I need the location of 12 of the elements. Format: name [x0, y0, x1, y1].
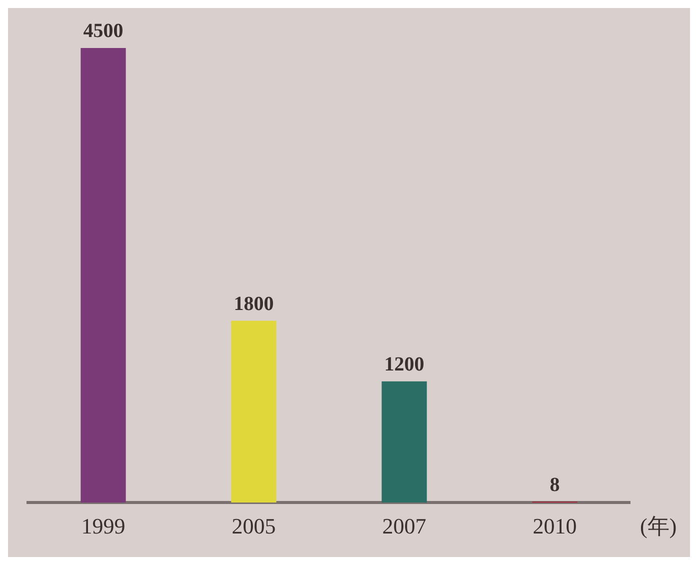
x-tick-label: 2007	[382, 514, 426, 539]
x-tick-label: 2005	[232, 514, 276, 539]
bar	[382, 381, 427, 503]
bar	[231, 320, 276, 503]
data-label: 8	[550, 474, 560, 496]
x-axis-title: (年)	[640, 513, 677, 538]
x-tick-label: 2010	[532, 514, 577, 539]
data-label: 1800	[234, 292, 274, 315]
x-tick-label: 1999	[81, 514, 126, 539]
data-label: 1200	[384, 354, 424, 376]
bar	[80, 48, 126, 503]
data-label: 4500	[83, 20, 124, 42]
